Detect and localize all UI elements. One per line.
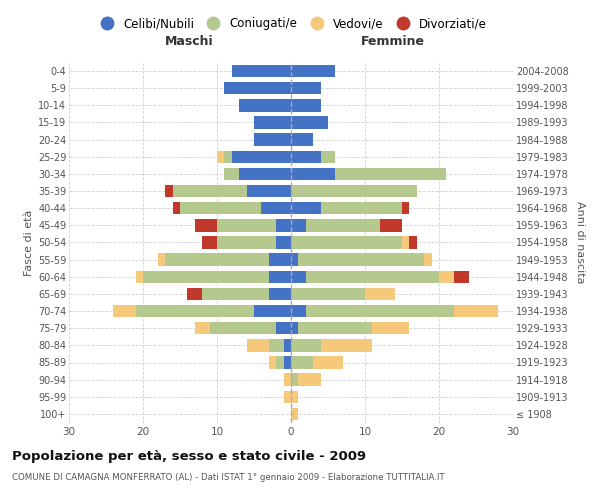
Bar — [284, 356, 291, 368]
Bar — [291, 116, 328, 128]
Bar — [439, 270, 454, 283]
Bar — [335, 168, 446, 180]
Bar — [291, 150, 320, 163]
Bar — [269, 288, 291, 300]
Bar — [291, 185, 417, 197]
Y-axis label: Fasce di età: Fasce di età — [23, 210, 34, 276]
Bar — [313, 356, 343, 368]
Bar — [373, 322, 409, 334]
Bar — [291, 374, 298, 386]
Bar — [298, 254, 424, 266]
Legend: Celibi/Nubili, Coniugati/e, Vedovi/e, Divorziati/e: Celibi/Nubili, Coniugati/e, Vedovi/e, Di… — [90, 12, 492, 35]
Bar — [224, 150, 232, 163]
Text: Femmine: Femmine — [361, 35, 425, 48]
Bar — [291, 270, 306, 283]
Bar — [276, 356, 284, 368]
Bar — [291, 82, 320, 94]
Bar — [298, 322, 373, 334]
Bar — [202, 236, 217, 248]
Bar — [158, 254, 165, 266]
Text: Popolazione per età, sesso e stato civile - 2009: Popolazione per età, sesso e stato civil… — [12, 450, 366, 463]
Bar — [380, 219, 402, 232]
Bar — [247, 339, 269, 351]
Bar — [195, 219, 217, 232]
Bar — [224, 168, 239, 180]
Bar — [454, 270, 469, 283]
Bar — [291, 305, 306, 317]
Bar — [291, 236, 402, 248]
Bar — [320, 150, 335, 163]
Bar — [173, 185, 247, 197]
Bar — [217, 150, 224, 163]
Bar — [239, 99, 291, 112]
Bar — [209, 322, 276, 334]
Bar — [291, 322, 298, 334]
Bar — [187, 288, 202, 300]
Bar — [143, 270, 269, 283]
Bar — [224, 82, 291, 94]
Bar — [276, 219, 291, 232]
Bar — [291, 134, 313, 146]
Bar — [269, 254, 291, 266]
Bar — [306, 270, 439, 283]
Bar — [409, 236, 417, 248]
Bar — [165, 185, 173, 197]
Bar — [306, 305, 454, 317]
Bar — [113, 305, 136, 317]
Bar — [291, 202, 320, 214]
Bar — [262, 202, 291, 214]
Bar — [291, 356, 313, 368]
Bar — [291, 254, 298, 266]
Text: Maschi: Maschi — [164, 35, 213, 48]
Bar — [202, 288, 269, 300]
Bar — [180, 202, 262, 214]
Bar — [284, 390, 291, 403]
Bar — [291, 288, 365, 300]
Bar — [254, 305, 291, 317]
Bar — [254, 116, 291, 128]
Bar — [291, 219, 306, 232]
Bar — [232, 150, 291, 163]
Bar — [291, 339, 320, 351]
Bar — [232, 65, 291, 77]
Bar — [320, 202, 402, 214]
Bar — [320, 339, 373, 351]
Text: COMUNE DI CAMAGNA MONFERRATO (AL) - Dati ISTAT 1° gennaio 2009 - Elaborazione TU: COMUNE DI CAMAGNA MONFERRATO (AL) - Dati… — [12, 472, 445, 482]
Bar — [284, 374, 291, 386]
Bar — [291, 65, 335, 77]
Bar — [269, 356, 276, 368]
Bar — [136, 305, 254, 317]
Bar — [298, 374, 320, 386]
Bar — [284, 339, 291, 351]
Bar — [291, 390, 298, 403]
Bar — [239, 168, 291, 180]
Bar — [165, 254, 269, 266]
Bar — [217, 219, 276, 232]
Bar — [217, 236, 276, 248]
Bar — [173, 202, 180, 214]
Bar — [291, 408, 298, 420]
Bar — [424, 254, 431, 266]
Bar — [291, 99, 320, 112]
Bar — [276, 236, 291, 248]
Bar — [269, 270, 291, 283]
Y-axis label: Anni di nascita: Anni di nascita — [575, 201, 585, 284]
Bar — [306, 219, 380, 232]
Bar — [254, 134, 291, 146]
Bar — [291, 168, 335, 180]
Bar — [276, 322, 291, 334]
Bar — [454, 305, 498, 317]
Bar — [269, 339, 284, 351]
Bar — [195, 322, 209, 334]
Bar — [402, 202, 409, 214]
Bar — [247, 185, 291, 197]
Bar — [402, 236, 409, 248]
Bar — [136, 270, 143, 283]
Bar — [365, 288, 395, 300]
